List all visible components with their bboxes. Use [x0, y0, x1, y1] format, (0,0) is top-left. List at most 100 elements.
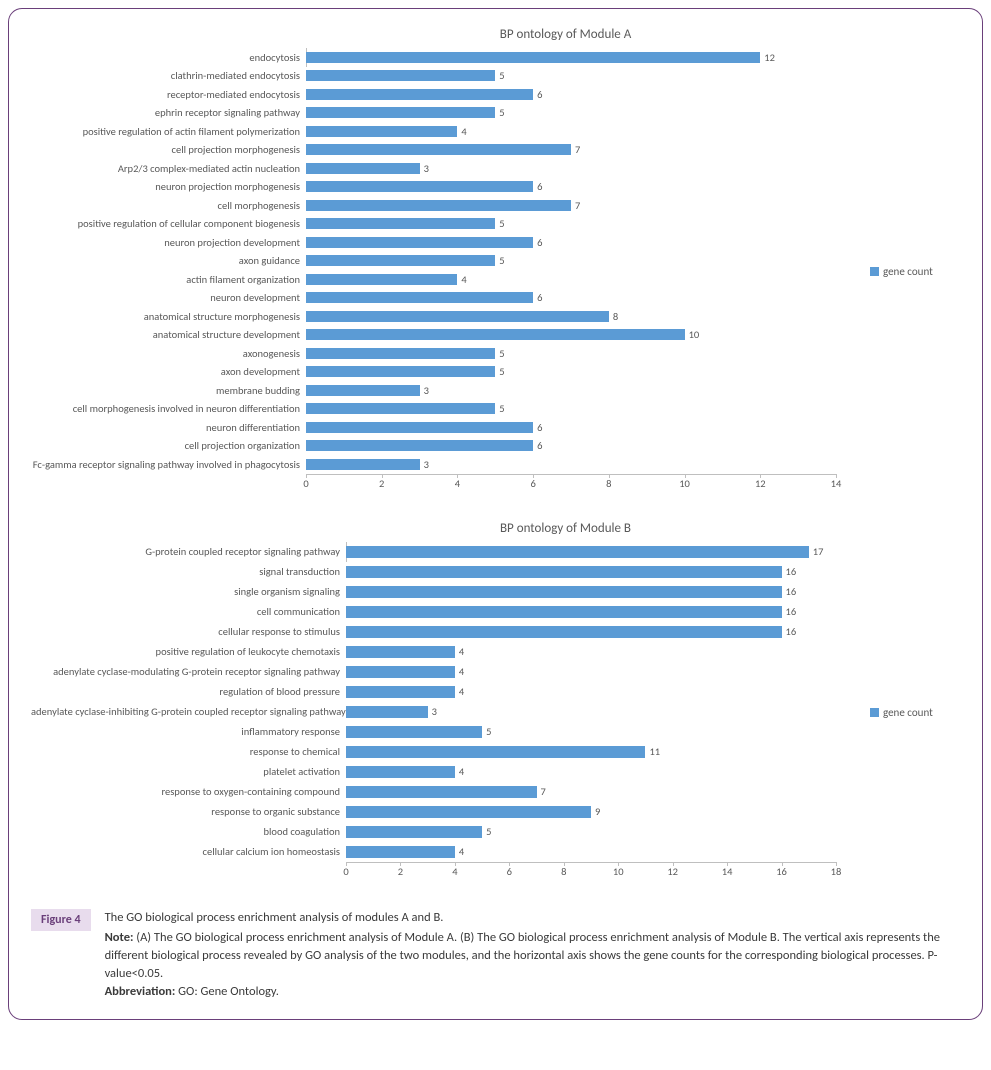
bar-track: 5 [346, 822, 836, 842]
caption-note: Note: (A) The GO biological process enri… [105, 930, 940, 981]
caption-abbrev-label: Abbreviation: [105, 984, 176, 999]
chart-a-plot: endocytosis12clathrin-mediated endocytos… [31, 48, 860, 475]
bar-track: 5 [306, 363, 836, 382]
y-axis-label: positive regulation of leukocyte chemota… [31, 645, 346, 658]
x-tick: 14 [722, 865, 733, 878]
bar: 4 [346, 646, 455, 658]
bar-track: 3 [306, 455, 836, 474]
bar: 5 [306, 107, 495, 118]
bar: 4 [346, 766, 455, 778]
caption-lead: The GO biological process enrichment ana… [105, 909, 960, 927]
bar-value: 5 [495, 217, 504, 230]
y-axis-label: cell morphogenesis involved in neuron di… [31, 402, 306, 415]
y-axis-label: axon guidance [31, 254, 306, 267]
x-tick: 8 [606, 477, 611, 490]
bar-track: 5 [306, 400, 836, 419]
y-axis-label: receptor-mediated endocytosis [31, 88, 306, 101]
caption-text: The GO biological process enrichment ana… [105, 909, 960, 1002]
bar-track: 5 [306, 252, 836, 271]
bar: 5 [306, 255, 495, 266]
y-axis-label: cell communication [31, 605, 346, 618]
y-axis-label: cell morphogenesis [31, 199, 306, 212]
y-axis-label: response to organic substance [31, 805, 346, 818]
y-axis-label: positive regulation of actin filament po… [31, 125, 306, 138]
bar: 16 [346, 566, 782, 578]
bar-value: 3 [420, 384, 429, 397]
bar-value: 3 [428, 705, 437, 718]
y-axis-label: axonogenesis [31, 347, 306, 360]
bar-value: 5 [495, 347, 504, 360]
bar: 5 [306, 218, 495, 229]
bar-track: 7 [346, 782, 836, 802]
bar-value: 6 [533, 236, 542, 249]
x-tick: 10 [613, 865, 624, 878]
bar-value: 6 [533, 439, 542, 452]
bar: 3 [346, 706, 428, 718]
bar-value: 4 [457, 273, 466, 286]
bar: 5 [306, 348, 495, 359]
bar-row: Arp2/3 complex-mediated actin nucleation… [31, 159, 860, 178]
bar: 3 [306, 385, 420, 396]
bar: 12 [306, 52, 760, 63]
y-axis-label: cellular response to stimulus [31, 625, 346, 638]
bar: 5 [306, 366, 495, 377]
bar-row: single organism signaling16 [31, 582, 860, 602]
bar-value: 5 [495, 365, 504, 378]
bar-row: G-protein coupled receptor signaling pat… [31, 542, 860, 562]
y-axis-label: blood coagulation [31, 825, 346, 838]
bar: 7 [346, 786, 537, 798]
bar-row: anatomical structure development10 [31, 326, 860, 345]
bar-track: 16 [346, 582, 836, 602]
bar-row: cell morphogenesis7 [31, 196, 860, 215]
bar-row: cell morphogenesis involved in neuron di… [31, 400, 860, 419]
bar-track: 6 [306, 289, 836, 308]
x-tick: 6 [507, 865, 512, 878]
bar-track: 16 [346, 602, 836, 622]
bar-track: 17 [346, 542, 836, 562]
legend-label: gene count [883, 706, 933, 719]
y-axis-label: neuron projection morphogenesis [31, 180, 306, 193]
bar: 7 [306, 144, 571, 155]
bar-row: regulation of blood pressure4 [31, 682, 860, 702]
bar-track: 5 [306, 344, 836, 363]
bar: 10 [306, 329, 685, 340]
y-axis-label: cell projection morphogenesis [31, 143, 306, 156]
bar-row: cellular calcium ion homeostasis4 [31, 842, 860, 862]
y-axis-label: neuron differentiation [31, 421, 306, 434]
bar: 6 [306, 89, 533, 100]
bar-row: cellular response to stimulus16 [31, 622, 860, 642]
bar-value: 5 [482, 725, 491, 738]
bar-track: 4 [346, 842, 836, 862]
bar-row: actin filament organization4 [31, 270, 860, 289]
y-axis-label: actin filament organization [31, 273, 306, 286]
chart-a-block: BP ontology of Module A endocytosis12cla… [31, 27, 960, 495]
x-tick: 10 [679, 477, 690, 490]
bar: 6 [306, 181, 533, 192]
bar-value: 5 [495, 254, 504, 267]
bar: 6 [306, 237, 533, 248]
y-axis-label: anatomical structure morphogenesis [31, 310, 306, 323]
bar-track: 4 [306, 122, 836, 141]
bar-row: cell projection organization6 [31, 437, 860, 456]
bar-track: 6 [306, 437, 836, 456]
bar-track: 10 [306, 326, 836, 345]
bar-value: 5 [495, 106, 504, 119]
bar-row: response to chemical11 [31, 742, 860, 762]
bar-row: anatomical structure morphogenesis8 [31, 307, 860, 326]
legend-swatch-icon [870, 708, 879, 717]
y-axis-label: inflammatory response [31, 725, 346, 738]
bar-value: 6 [533, 88, 542, 101]
bar: 4 [306, 126, 457, 137]
bar-track: 3 [306, 381, 836, 400]
bar-value: 4 [455, 645, 464, 658]
bar: 4 [306, 274, 457, 285]
x-tick: 12 [667, 865, 678, 878]
x-tick: 8 [561, 865, 566, 878]
y-axis-label: single organism signaling [31, 585, 346, 598]
bar-row: axon guidance5 [31, 252, 860, 271]
bar-value: 5 [495, 69, 504, 82]
bar: 6 [306, 292, 533, 303]
bar-row: inflammatory response 5 [31, 722, 860, 742]
y-axis-label: cellular calcium ion homeostasis [31, 845, 346, 858]
bar-value: 12 [760, 51, 775, 64]
